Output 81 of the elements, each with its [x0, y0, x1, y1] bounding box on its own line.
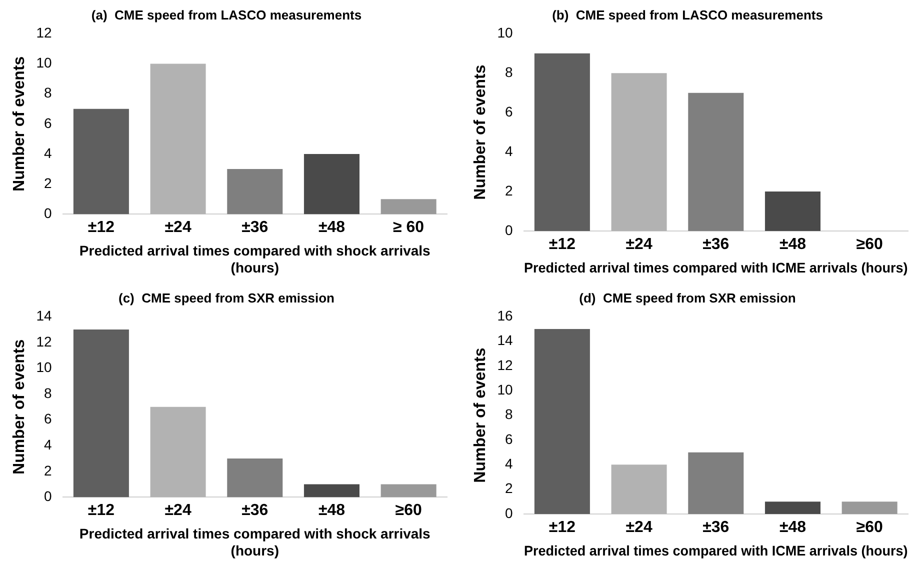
bar [842, 502, 898, 514]
y-tick-label: 14 [497, 332, 513, 348]
y-axis-title: Number of events [472, 64, 490, 200]
y-tick-label: 6 [504, 103, 513, 120]
x-tick-label: ≥60 [395, 502, 422, 520]
y-tick-label: 4 [44, 144, 52, 161]
bar [380, 199, 436, 214]
y-tick-label: 10 [497, 381, 513, 398]
y-tick-label: 8 [44, 384, 52, 401]
chart-title: (a) CME speed from LASCO measurements [91, 7, 362, 22]
x-tick-label: ±48 [318, 219, 346, 236]
x-axis-title: Predicted arrival times compared with shock arrivals (hours) [79, 242, 431, 276]
bar [688, 452, 744, 514]
bar [764, 192, 820, 231]
x-tick-label: ±36 [242, 502, 268, 520]
y-tick-label: 8 [44, 84, 52, 101]
bar [611, 73, 667, 231]
x-tick-label: ≥ 60 [393, 219, 424, 236]
y-tick-label: 12 [497, 356, 513, 373]
x-tick-label: ±48 [318, 502, 346, 520]
bar [227, 169, 283, 214]
x-tick-label: ±12 [88, 219, 115, 236]
y-tick-label: 16 [497, 307, 513, 324]
bar [304, 484, 360, 498]
x-tick-label: ≥60 [856, 236, 883, 254]
y-tick-label: 6 [44, 410, 52, 427]
y-axis-title: Number of events [472, 348, 490, 483]
bar [227, 458, 283, 498]
y-tick-label: 10 [36, 359, 52, 376]
x-tick-label: ±24 [164, 219, 192, 236]
y-tick-label: 2 [44, 174, 52, 191]
x-tick-label: ±24 [164, 502, 192, 520]
x-tick-label: ±36 [242, 219, 268, 236]
y-tick-label: 4 [504, 456, 513, 472]
x-tick-label: ±24 [626, 236, 652, 254]
chart-title: (c) CME speed from SXR emission [118, 290, 335, 306]
bar [380, 484, 436, 498]
y-tick-label: 0 [44, 488, 52, 504]
bar [688, 92, 744, 231]
y-tick-label: 2 [504, 480, 513, 496]
x-axis-title: Predicted arrival times compared with ICME arrivals (hours) [524, 543, 908, 559]
x-axis-title: Predicted arrival times compared with ICME arrivals (hours) [524, 260, 908, 276]
y-tick-label: 8 [504, 64, 513, 80]
y-tick-label: 10 [497, 24, 513, 40]
y-tick-label: 2 [504, 182, 513, 198]
y-tick-label: 0 [44, 205, 52, 222]
x-tick-label: ±36 [702, 236, 730, 254]
x-tick-label: ≥60 [856, 519, 883, 536]
bar [150, 406, 206, 498]
y-axis-title: Number of events [11, 56, 28, 192]
y-tick-label: 14 [36, 307, 52, 324]
bar [534, 53, 590, 231]
chart-title: (d) CME speed from SXR emission [579, 290, 796, 306]
y-tick-label: 6 [504, 430, 513, 447]
x-tick-label: ±24 [626, 519, 652, 536]
y-tick-label: 8 [504, 406, 513, 422]
x-tick-label: ±12 [548, 519, 576, 536]
x-tick-label: ±36 [702, 519, 730, 536]
bar [304, 154, 360, 214]
bar [611, 464, 667, 514]
y-tick-label: 6 [44, 114, 52, 131]
y-tick-label: 0 [504, 504, 513, 521]
x-tick-label: ±48 [779, 236, 806, 254]
bar [73, 108, 129, 214]
y-tick-label: 4 [44, 436, 52, 452]
bar [73, 330, 129, 498]
y-tick-label: 12 [36, 24, 52, 40]
chart-title: (b) CME speed from LASCO measurements [552, 7, 823, 22]
bar [150, 64, 206, 214]
bar [764, 502, 820, 514]
y-tick-label: 2 [44, 462, 52, 478]
y-tick-label: 10 [36, 54, 52, 71]
y-tick-label: 12 [36, 333, 52, 350]
x-tick-label: ±12 [548, 236, 576, 254]
y-tick-label: 4 [504, 142, 513, 159]
x-axis-title: Predicted arrival times compared with shock arrivals (hours) [79, 526, 431, 558]
x-tick-label: ±12 [88, 502, 115, 520]
x-tick-label: ±48 [779, 519, 806, 536]
bar [534, 328, 590, 514]
y-tick-label: 0 [504, 222, 513, 238]
y-axis-title: Number of events [11, 339, 28, 474]
